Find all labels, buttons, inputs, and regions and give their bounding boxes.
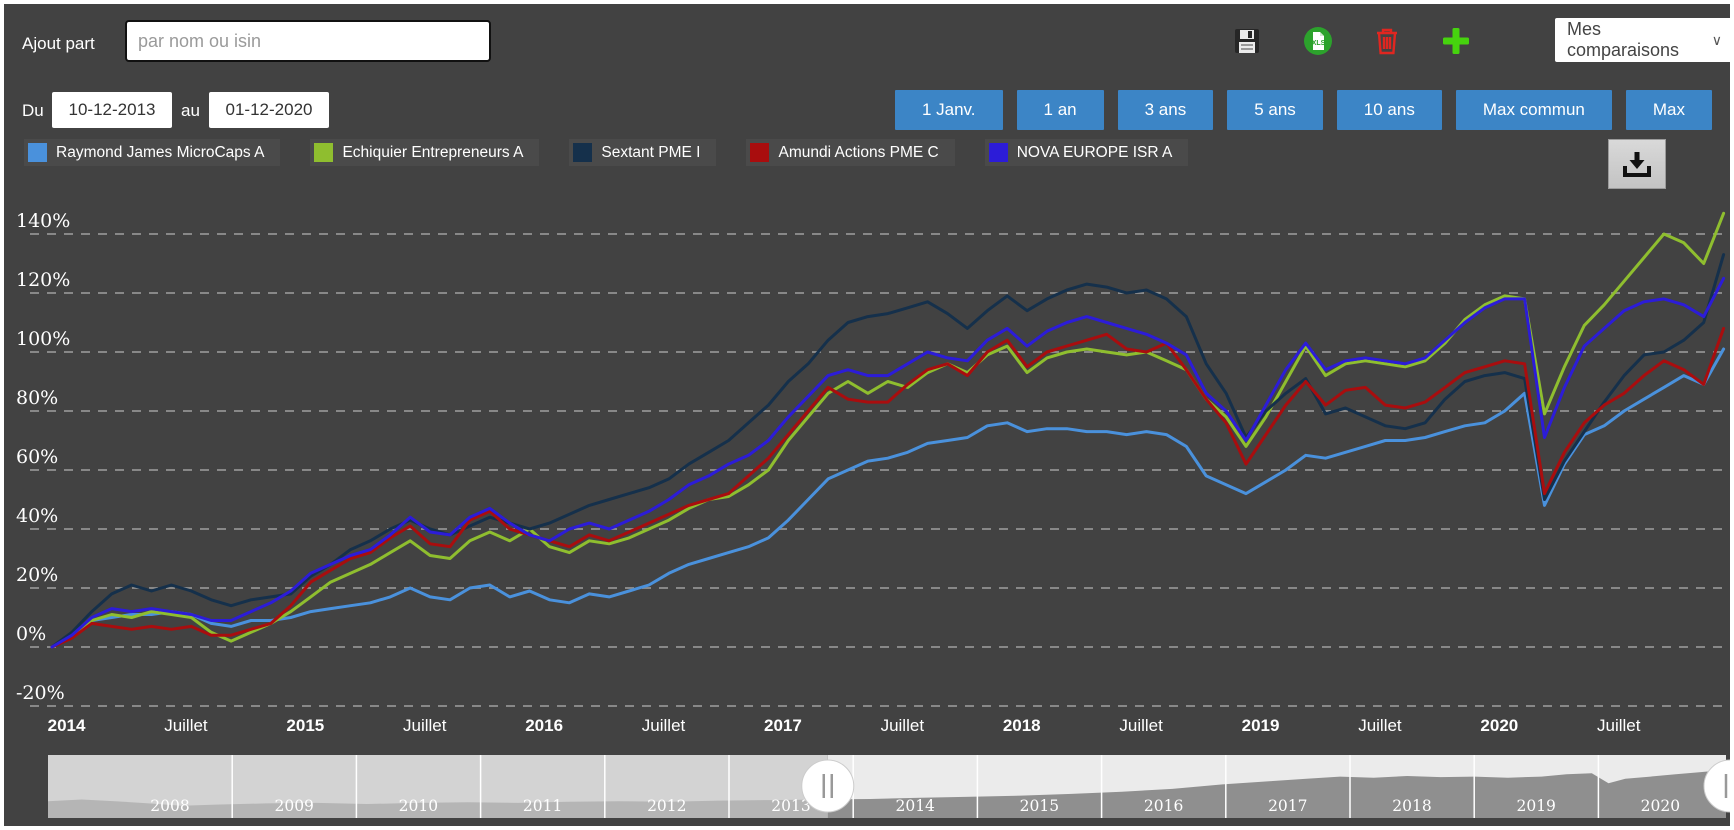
navigator-year-label: 2017 (1268, 797, 1307, 815)
navigator-year-label: 2020 (1641, 797, 1680, 815)
download-icon (1623, 152, 1651, 177)
chevron-down-icon: ∨ (1711, 31, 1722, 48)
navigator-area (827, 769, 1726, 818)
x-axis-label: Juillet (1358, 716, 1402, 735)
x-axis-label: 2015 (286, 716, 324, 735)
legend-swatch-icon (750, 143, 770, 162)
x-axis-label: 2014 (48, 716, 86, 735)
excel-export-icon: XLS (1304, 27, 1332, 55)
legend-label: Amundi Actions PME C (778, 143, 939, 161)
svg-text:XLS: XLS (1312, 40, 1326, 47)
search-input[interactable] (125, 20, 491, 62)
legend-item[interactable]: Sextant PME I (569, 139, 717, 166)
legend-label: NOVA EUROPE ISR A (1016, 143, 1173, 161)
x-axis-label: Juillet (164, 716, 208, 735)
trash-icon (1377, 28, 1397, 55)
legend-item[interactable]: NOVA EUROPE ISR A (984, 139, 1189, 166)
legend-swatch-icon (28, 143, 47, 162)
navigator-year-label: 2019 (1516, 797, 1555, 815)
legend-item[interactable]: Amundi Actions PME C (746, 139, 955, 166)
series-line-raymond-james-microcaps-a (50, 347, 1726, 649)
y-axis-label: 100% (16, 328, 70, 350)
my-comparisons-label: Mes comparaisons (1567, 19, 1680, 60)
y-axis-label: 80% (16, 387, 58, 409)
legend-swatch-icon (314, 143, 334, 162)
navigator-area (48, 799, 828, 818)
add-fund-button[interactable] (1441, 26, 1471, 56)
x-axis-label: Juillet (1119, 716, 1163, 735)
x-axis-label: 2017 (764, 716, 802, 735)
navigator-year-label: 2014 (895, 797, 935, 815)
navigator-year-label: 2013 (771, 797, 810, 815)
download-chart-button[interactable] (1608, 139, 1666, 189)
y-axis-label: 140% (16, 210, 70, 232)
comparison-panel: Ajout part XLS (4, 4, 1730, 826)
date-to-input[interactable] (209, 92, 329, 128)
navigator-year-label: 2018 (1392, 797, 1431, 815)
navigator-year-label: 2009 (274, 797, 313, 815)
date-from-input[interactable] (52, 92, 172, 128)
navigator-year-label: 2016 (1144, 797, 1183, 815)
legend-label: Echiquier Entrepreneurs A (342, 143, 524, 161)
add-icon (1443, 28, 1469, 54)
x-axis-label: Juillet (881, 716, 925, 735)
delete-button[interactable] (1372, 26, 1402, 56)
navigator-right-handle[interactable] (1703, 759, 1730, 813)
navigator-left-handle[interactable] (801, 759, 855, 813)
y-axis-label: -20% (16, 682, 65, 704)
legend-item[interactable]: Raymond James MicroCaps A (24, 139, 281, 166)
x-axis-label: 2019 (1242, 716, 1280, 735)
legend-label: Sextant PME I (601, 143, 701, 161)
y-axis-label: 120% (16, 269, 70, 291)
y-axis-label: 0% (16, 623, 46, 645)
preset-button-1-an[interactable]: 1 an (1016, 90, 1104, 130)
x-axis-label: 2020 (1480, 716, 1518, 735)
preset-button-max-commun[interactable]: Max commun (1455, 90, 1612, 130)
period-preset-buttons: 1 Janv. 1 an 3 ans 5 ans 10 ans Max commun Max (894, 90, 1712, 130)
navigator-year-label: 2015 (1020, 797, 1059, 815)
legend-label: Raymond James MicroCaps A (56, 143, 265, 161)
preset-button-10-ans[interactable]: 10 ans (1336, 90, 1442, 130)
x-axis-label: Juillet (1597, 716, 1641, 735)
date-to-label: au (181, 101, 200, 120)
legend-item[interactable]: Echiquier Entrepreneurs A (310, 139, 540, 166)
y-axis-label: 60% (16, 446, 58, 468)
navigator-masked-region[interactable] (48, 755, 1726, 818)
x-axis-label: 2018 (1003, 716, 1041, 735)
excel-export-button[interactable]: XLS (1303, 26, 1333, 56)
navigator-year-label: 2008 (150, 797, 189, 815)
performance-chart: 140% 120% 100% 80% 60% 40% 20% 0% -20% 2014 Juille… (16, 210, 1730, 818)
save-icon (1235, 29, 1259, 53)
preset-button-1-janv-[interactable]: 1 Janv. (894, 90, 1003, 130)
series-line-nova-europe-isr-a (50, 276, 1726, 649)
series-line-amundi-actions-pme-c (50, 326, 1726, 649)
series-line-echiquier-entrepreneurs-a (50, 211, 1726, 649)
x-axis-label: Juillet (642, 716, 686, 735)
x-axis-label: Juillet (403, 716, 447, 735)
preset-button-3-ans[interactable]: 3 ans (1117, 90, 1214, 130)
navigator-year-label: 2012 (647, 797, 686, 815)
preset-button-5-ans[interactable]: 5 ans (1227, 90, 1323, 130)
chart-legend: Raymond James MicroCaps A Echiquier Entre… (24, 139, 1189, 166)
preset-button-max[interactable]: Max (1625, 90, 1712, 130)
my-comparisons-select[interactable]: Mes comparaisons ∨ (1555, 18, 1730, 62)
navigator-year-label: 2010 (399, 797, 438, 815)
legend-swatch-icon (573, 143, 593, 162)
date-from-label: Du (22, 101, 44, 120)
y-axis-label: 20% (16, 564, 58, 586)
add-share-label: Ajout part (22, 34, 95, 53)
navigator-year-label: 2011 (523, 797, 562, 815)
save-button[interactable] (1232, 26, 1262, 56)
x-axis-label: 2016 (525, 716, 563, 735)
legend-swatch-icon (988, 143, 1008, 162)
y-axis-label: 40% (16, 505, 58, 527)
